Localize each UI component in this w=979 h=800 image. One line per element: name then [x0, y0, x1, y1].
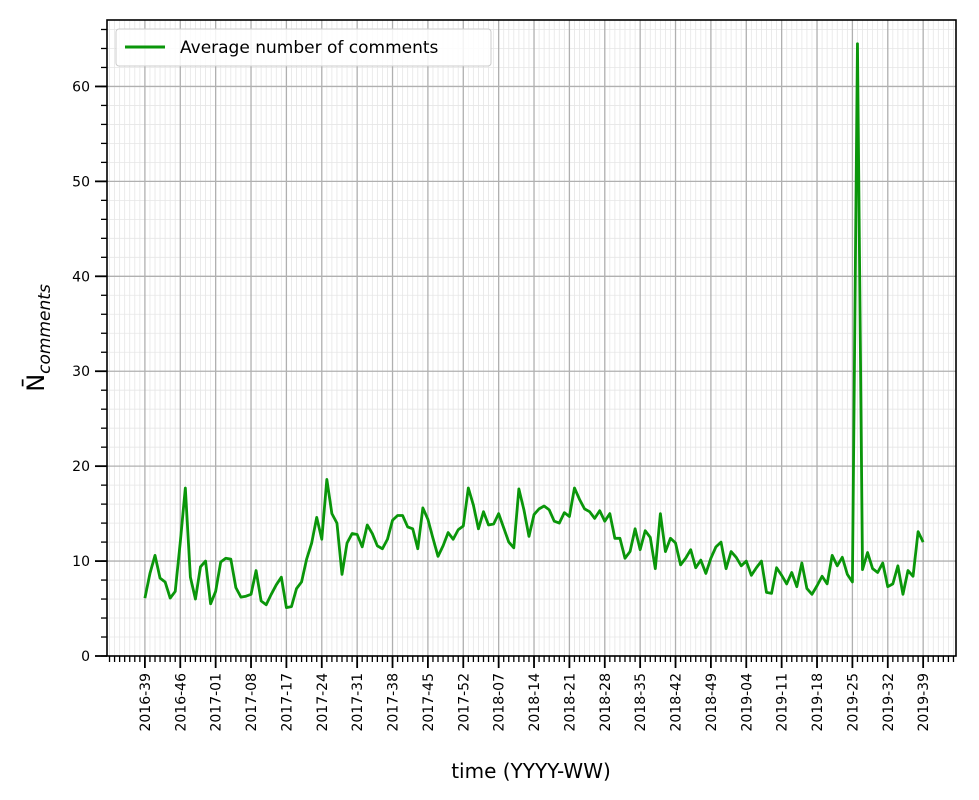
x-tick-label: 2019-11	[775, 673, 791, 732]
x-tick-label: 2017-31	[350, 673, 366, 732]
y-axis: 0 10 20 30 40 50 60	[72, 28, 107, 665]
y-axis-title: N̄comments	[21, 284, 55, 392]
x-tick-label: 2019-39	[916, 673, 932, 732]
x-tick-label: 2017-24	[315, 673, 331, 732]
y-tick-label: 60	[72, 79, 90, 95]
x-tick-label: 2016-39	[138, 673, 154, 732]
x-tick-label: 2018-49	[704, 673, 720, 732]
legend: Average number of comments	[115, 28, 492, 67]
x-tick-label: 2019-04	[739, 673, 755, 732]
series-layer	[143, 42, 925, 609]
x-tick-label: 2019-18	[810, 673, 826, 732]
y-tick-label: 50	[72, 174, 90, 190]
y-axis-title-sub: comments	[35, 284, 55, 374]
x-tick-label: 2017-45	[421, 673, 437, 732]
y-tick-label: 10	[72, 554, 90, 570]
x-tick-label: 2017-08	[244, 673, 260, 732]
x-tick-label: 2018-14	[527, 673, 543, 732]
series-line	[143, 42, 925, 609]
y-tick-label: 20	[72, 459, 90, 475]
x-tick-label: 2018-07	[492, 673, 508, 732]
x-tick-label: 2019-32	[881, 673, 897, 732]
plot-frame	[106, 19, 957, 657]
legend-box	[115, 28, 492, 67]
x-tick-label: 2018-28	[598, 673, 614, 732]
y-tick-label: 0	[81, 649, 90, 665]
x-tick-label: 2019-25	[845, 673, 861, 732]
minor-grid	[107, 20, 956, 657]
x-tick-label: 2018-35	[633, 673, 649, 732]
y-axis-title-main: N̄	[21, 374, 50, 392]
x-tick-label: 2017-52	[456, 673, 472, 732]
x-axis-title: time (YYYY-WW)	[451, 759, 611, 783]
y-tick-label: 30	[72, 364, 90, 380]
x-tick-label: 2018-42	[669, 673, 685, 732]
x-tick-label: 2016-46	[173, 673, 189, 732]
x-tick-label: 2017-38	[386, 673, 402, 732]
x-tick-label: 2017-01	[209, 673, 225, 732]
x-tick-label: 2018-21	[562, 673, 578, 732]
x-tick-label: 2017-17	[279, 673, 295, 732]
legend-label: Average number of comments	[180, 38, 439, 58]
x-axis: 2016-39 2016-46 2017-01 2017-08 2017-17 2017-…	[108, 656, 955, 732]
y-tick-label: 40	[72, 269, 90, 285]
